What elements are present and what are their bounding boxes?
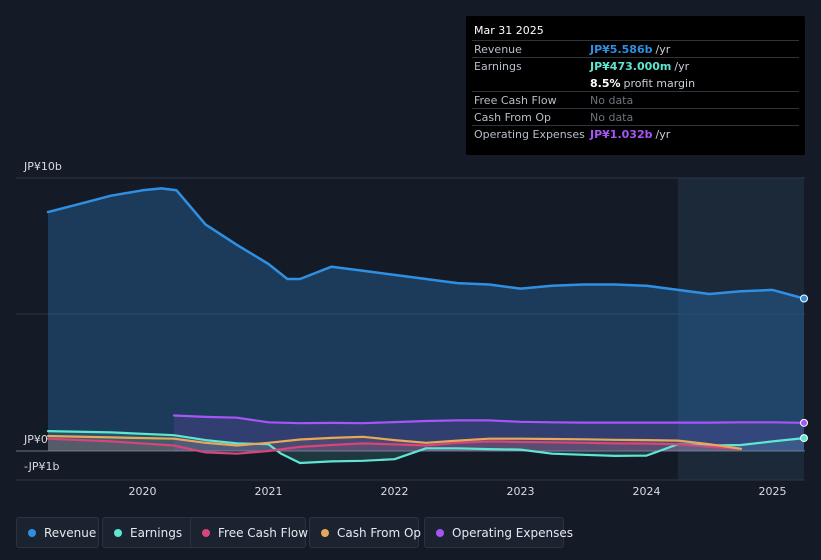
tooltip-panel: Mar 31 2025 Revenue JP¥5.586b/yr Earning… (466, 16, 805, 155)
x-tick-label-2023: 2023 (507, 485, 535, 498)
y-tick-label-zero: JP¥0 (23, 433, 48, 446)
legend-dot-cash-from-op (321, 529, 329, 537)
tooltip-value-opex: JP¥1.032b (590, 128, 653, 141)
endpoint-earnings (800, 434, 808, 443)
endpoint-revenue (800, 294, 808, 303)
legend-item-earnings[interactable]: Earnings (102, 517, 202, 548)
tooltip-row-revenue: Revenue JP¥5.586b/yr (466, 40, 805, 57)
x-tick-label-2020: 2020 (129, 485, 157, 498)
tooltip-row-margin: 8.5% profit margin (466, 74, 805, 91)
line-free-cash-flow (46, 437, 743, 455)
forecast-shade (678, 178, 804, 480)
tooltip-value-revenue: JP¥5.586b (590, 43, 653, 56)
x-tick-label-2025: 2025 (759, 485, 787, 498)
legend-dot-operating-expenses (436, 529, 444, 537)
legend-label-free-cash-flow: Free Cash Flow (218, 526, 309, 540)
tooltip-key-opex: Operating Expenses (474, 128, 585, 141)
legend-label-operating-expenses: Operating Expenses (452, 526, 573, 540)
area-operating-expenses (174, 415, 804, 451)
x-tick-label-2022: 2022 (381, 485, 409, 498)
tooltip-unit-margin: profit margin (623, 77, 696, 90)
tooltip-unit-opex: /yr (655, 128, 671, 141)
legend-item-free-cash-flow[interactable]: Free Cash Flow (190, 517, 309, 548)
tooltip-value-margin: 8.5% (590, 77, 621, 90)
tooltip-row-fcf: Free Cash Flow No data (466, 91, 805, 108)
area-revenue (48, 188, 804, 451)
y-tick-label-top: JP¥10b (23, 160, 62, 173)
legend-label-cash-from-op: Cash From Op (337, 526, 422, 540)
tooltip-key-earnings: Earnings (474, 60, 522, 73)
legend-item-cash-from-op[interactable]: Cash From Op (309, 517, 422, 548)
tooltip-unit-earnings: /yr (674, 60, 690, 73)
endpoint-operating-expenses (800, 418, 808, 427)
y-tick-label-bottom: -JP¥1b (24, 460, 59, 473)
tooltip-key-revenue: Revenue (474, 43, 522, 56)
x-tick-label-2021: 2021 (255, 485, 283, 498)
legend-dot-free-cash-flow (202, 529, 210, 537)
tooltip-row-opex: Operating Expenses JP¥1.032b/yr (466, 125, 805, 142)
tooltip-value-earnings: JP¥473.000m (590, 60, 672, 73)
legend-dot-revenue (28, 529, 36, 537)
line-cash-from-op (46, 434, 743, 450)
tooltip-row-earnings: Earnings JP¥473.000m/yr (466, 57, 805, 74)
tooltip-row-cfo: Cash From Op No data (466, 108, 805, 125)
tooltip-key-cfo: Cash From Op (474, 111, 552, 124)
legend-item-operating-expenses[interactable]: Operating Expenses (424, 517, 573, 548)
area-free-cash-flow (48, 438, 741, 454)
tooltip-unit-revenue: /yr (655, 43, 671, 56)
line-revenue (46, 187, 806, 300)
tooltip-key-fcf: Free Cash Flow (474, 94, 557, 107)
legend-label-earnings: Earnings (130, 526, 183, 540)
x-tick-label-2024: 2024 (633, 485, 661, 498)
line-operating-expenses (172, 414, 806, 425)
tooltip-date: Mar 31 2025 (474, 24, 544, 37)
legend-dot-earnings (114, 529, 122, 537)
tooltip-value-fcf: No data (590, 94, 634, 107)
legend-item-revenue[interactable]: Revenue (16, 517, 99, 548)
tooltip-value-cfo: No data (590, 111, 634, 124)
legend-label-revenue: Revenue (44, 526, 97, 540)
financial-chart: JP¥10b JP¥0 -JP¥1b 2020 2021 2022 2023 2024 2… (16, 160, 808, 498)
